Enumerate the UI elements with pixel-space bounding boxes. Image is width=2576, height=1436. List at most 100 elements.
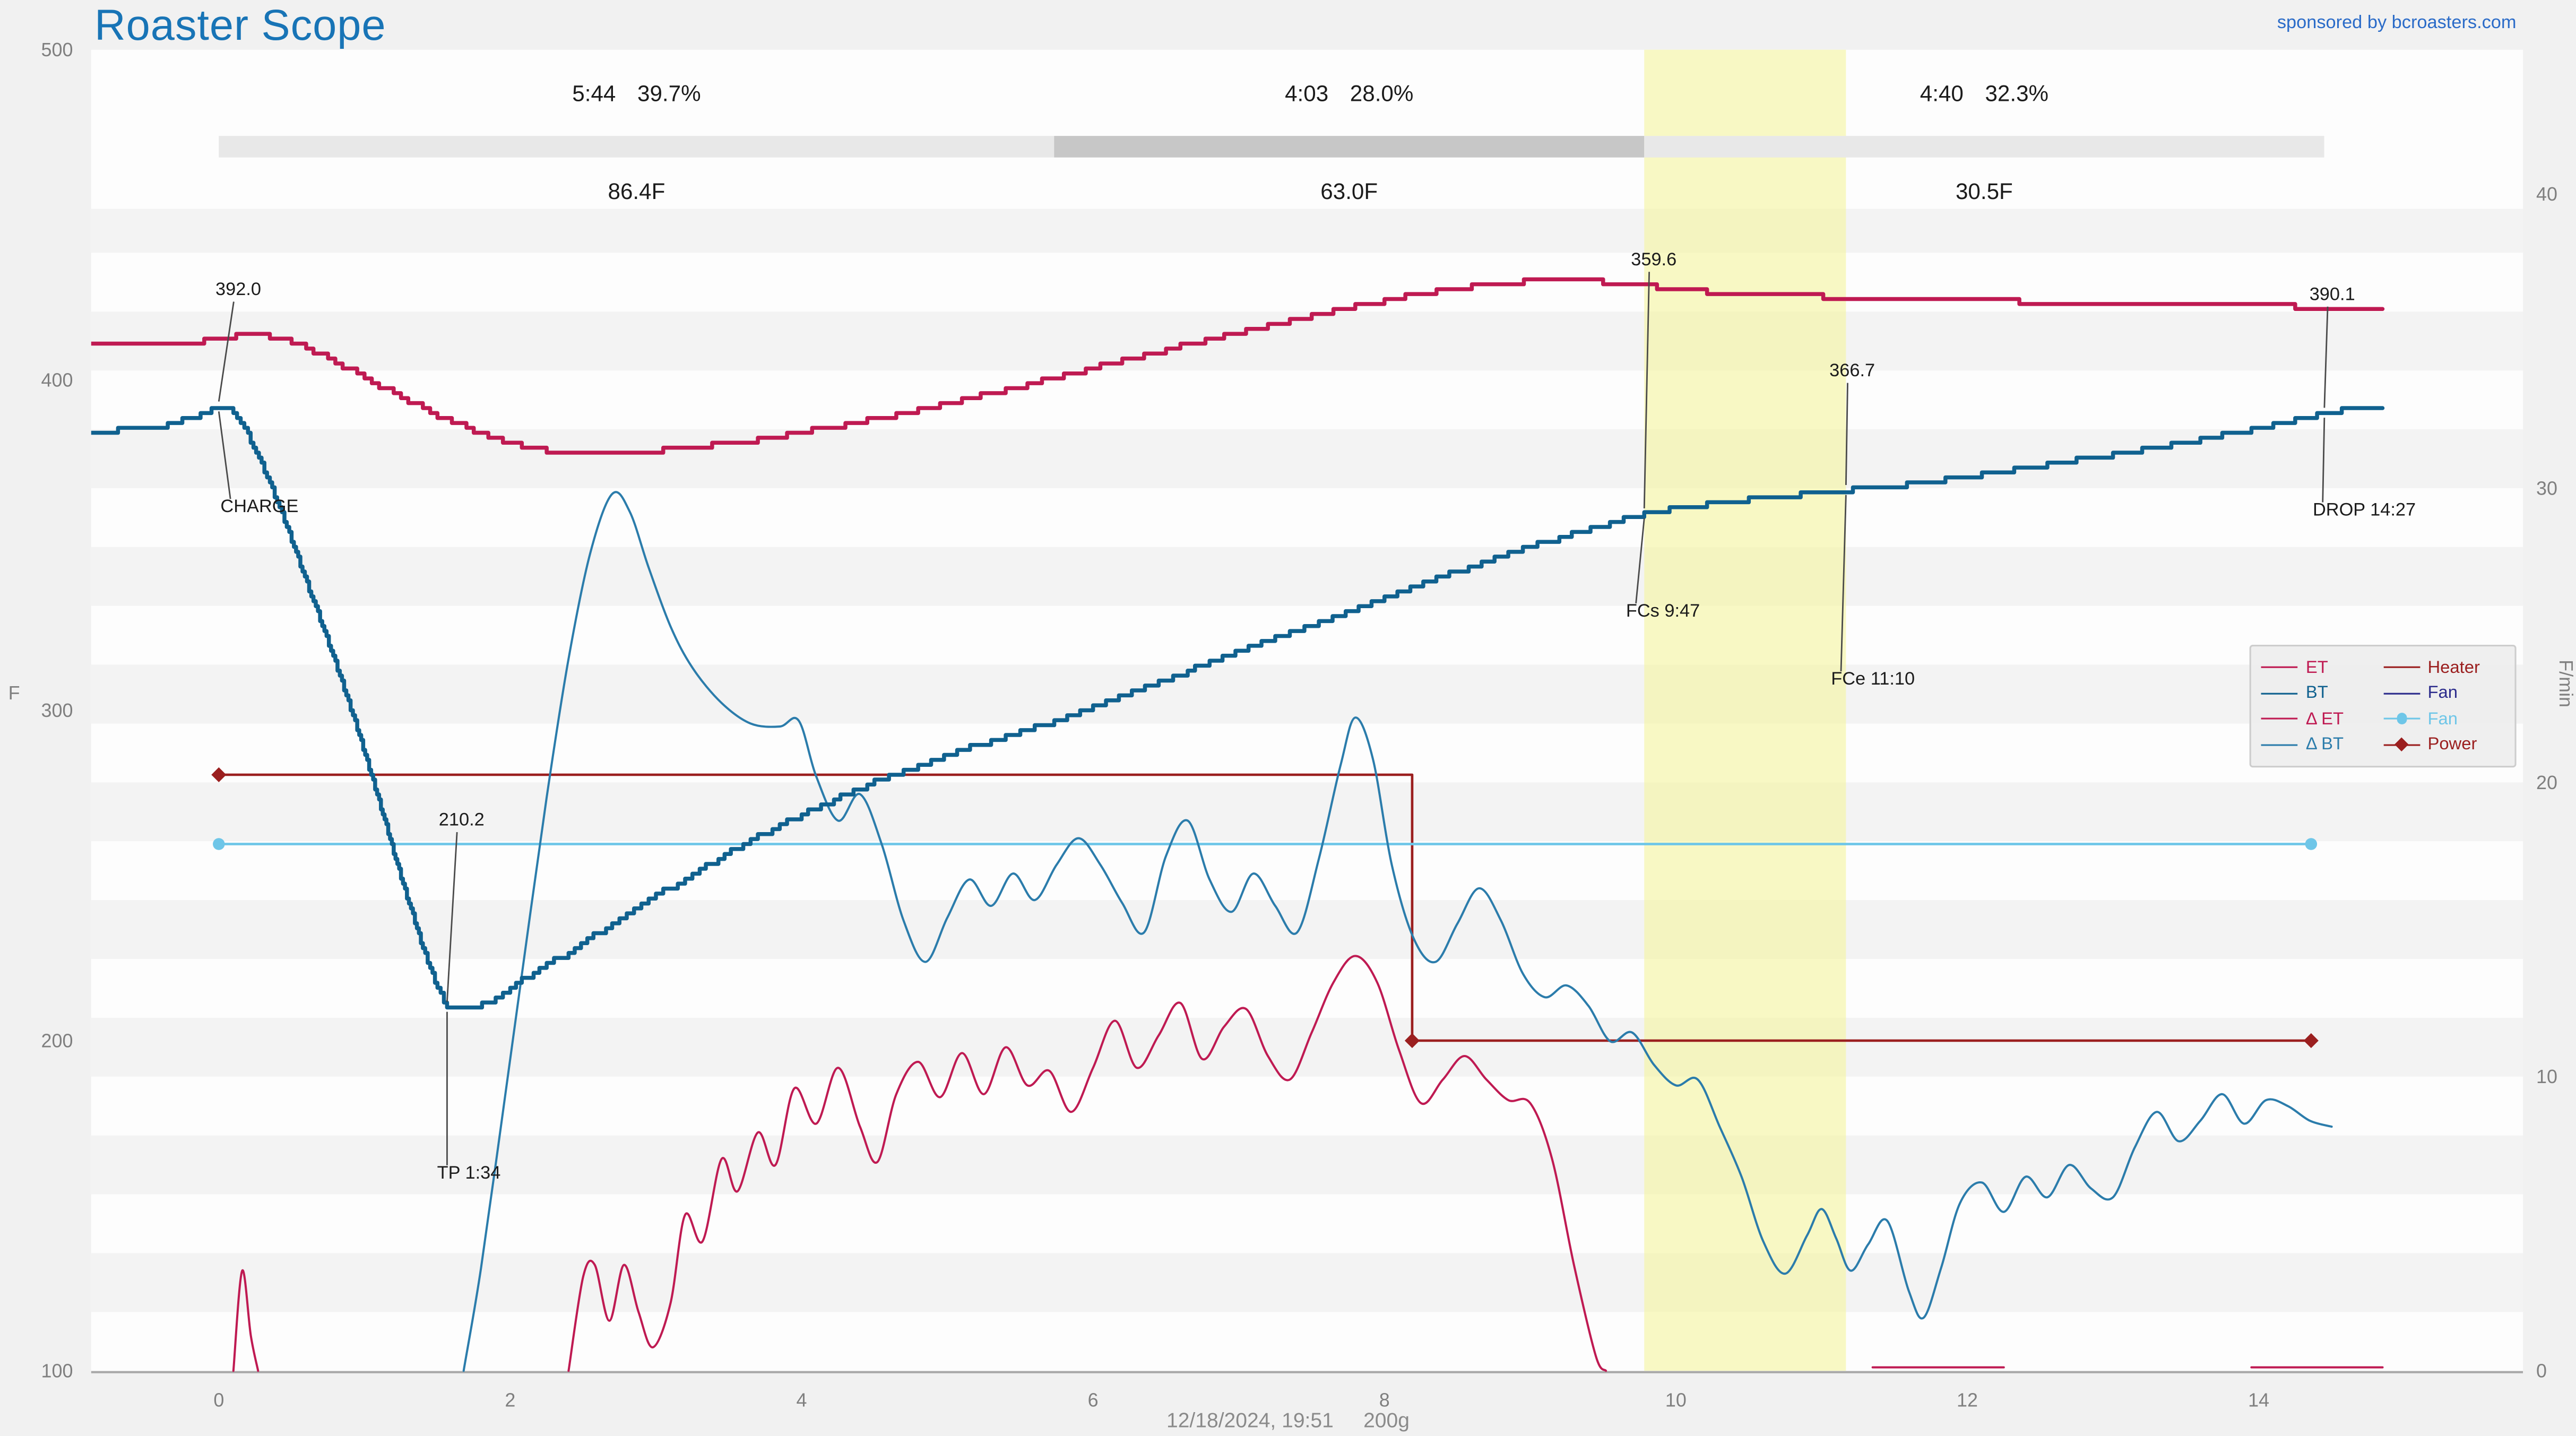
sponsor-link[interactable]: sponsored by bcroasters.com	[2277, 13, 2517, 33]
et-curve	[91, 277, 2385, 455]
legend-entry-fan: Fan	[2383, 706, 2505, 732]
legend-line-sample	[2261, 743, 2298, 746]
phase-duration: 5:44	[572, 81, 616, 106]
legend-diamond-marker-icon	[2394, 738, 2407, 751]
phase-bar-segment-0	[219, 136, 1054, 158]
background-stripe	[91, 312, 2523, 371]
phase-delta-temp-2: 30.5F	[1955, 179, 2013, 204]
annotation-connector	[1643, 272, 1650, 509]
legend-label: Fan	[2427, 683, 2458, 704]
phase-delta-temp-0: 86.4F	[608, 179, 665, 204]
background-stripe	[91, 547, 2523, 606]
legend-line-sample	[2383, 667, 2419, 669]
right-axis-tick-label: 10	[2536, 1066, 2557, 1087]
page-title: Roaster Scope	[94, 0, 386, 50]
annotation-connector	[446, 832, 458, 1002]
event-name-label: CHARGE	[220, 497, 299, 517]
annotation-connector	[1845, 383, 1848, 485]
legend-label: ET	[2305, 658, 2328, 678]
x-axis-tick-label: 0	[213, 1389, 224, 1411]
x-axis-tick-label: 10	[1665, 1389, 1687, 1411]
fan-marker	[2305, 838, 2318, 850]
x-axis-tick-label: 8	[1379, 1389, 1390, 1411]
first-crack-band	[1644, 49, 1846, 1371]
bt-curve	[91, 406, 2385, 1010]
left-axis-tick-label: 500	[41, 39, 73, 60]
legend-entry-δ-bt: Δ BT	[2261, 732, 2383, 757]
event-value-label: 366.7	[1829, 361, 1875, 382]
deltaet-curve	[567, 955, 1607, 1372]
right-axis-tick-label: 20	[2536, 772, 2557, 793]
legend-entry-et: ET	[2261, 655, 2383, 680]
event-value-label: 392.0	[215, 280, 262, 300]
background-stripe	[91, 1017, 2523, 1077]
annotation-connector	[2323, 306, 2329, 408]
annotation-connector	[2322, 418, 2326, 503]
legend-line-sample	[2383, 738, 2419, 751]
legend-entry-power: Power	[2383, 732, 2505, 757]
legend-column: Heater Fan Fan Power	[2383, 655, 2505, 758]
chart-legend: ET BT Δ ET Δ BT Heater Fan Fan Power	[2249, 645, 2517, 768]
legend-entry-δ-et: Δ ET	[2261, 706, 2383, 732]
x-axis-tick-label: 4	[797, 1389, 807, 1411]
roast-weight: 200g	[1363, 1409, 1410, 1432]
phase-duration: 4:03	[1285, 81, 1329, 106]
annotation-connector	[1840, 495, 1847, 672]
phase-bar-segment-1	[1054, 136, 1645, 158]
legend-column: ET BT Δ ET Δ BT	[2261, 655, 2383, 758]
annotation-connector	[218, 411, 231, 499]
legend-label: Δ ET	[2305, 709, 2344, 729]
legend-line-sample	[2383, 713, 2419, 724]
power-marker	[1404, 1033, 1420, 1049]
event-name-label: TP 1:34	[437, 1163, 501, 1184]
legend-line-sample	[2383, 692, 2419, 694]
deltaet-curve	[232, 1269, 260, 1372]
event-name-label: FCe 11:10	[1831, 669, 1915, 690]
event-value-label: 390.1	[2309, 285, 2355, 305]
left-axis-tick-label: 200	[41, 1030, 73, 1051]
legend-entry-fan: Fan	[2383, 680, 2505, 706]
phase-time-label-1: 4:03 28.0%	[1285, 81, 1413, 106]
legend-label: Fan	[2427, 709, 2458, 729]
left-axis-tick-label: 300	[41, 699, 73, 721]
legend-entry-heater: Heater	[2383, 655, 2505, 680]
right-axis-tick-label: 30	[2536, 477, 2557, 499]
right-axis-unit: F/min	[2554, 660, 2574, 707]
legend-line-sample	[2261, 692, 2298, 694]
phase-percent: 39.7%	[637, 81, 701, 106]
x-axis-tick-label: 2	[505, 1389, 515, 1411]
right-axis-tick-label: 0	[2536, 1360, 2547, 1382]
background-stripe	[91, 429, 2523, 488]
event-name-label: DROP 14:27	[2312, 500, 2416, 521]
x-axis-tick-label: 12	[1957, 1389, 1978, 1411]
legend-circle-marker-icon	[2396, 713, 2407, 724]
event-value-label: 210.2	[438, 810, 485, 831]
annotation-connector	[1635, 518, 1645, 604]
background-stripe	[91, 782, 2523, 842]
left-axis-unit: F	[8, 685, 20, 705]
phase-percent: 28.0%	[1350, 81, 1414, 106]
phase-delta-temp-1: 63.0F	[1320, 179, 1378, 204]
legend-line-sample	[2261, 667, 2298, 669]
phase-time-label-0: 5:44 39.7%	[572, 81, 701, 106]
fan-marker	[213, 838, 225, 850]
right-axis-tick-label: 40	[2536, 183, 2557, 205]
background-stripe	[91, 664, 2523, 724]
annotation-connector	[218, 301, 235, 402]
legend-line-sample	[2261, 718, 2298, 720]
deltabt-curve	[462, 491, 2333, 1372]
power-marker	[211, 767, 227, 783]
background-stripe	[91, 209, 2523, 253]
roast-datetime: 12/18/2024, 19:51	[1166, 1409, 1334, 1432]
roast-info: 12/18/2024, 19:51 200g	[0, 1409, 2576, 1432]
left-axis-tick-label: 400	[41, 369, 73, 391]
event-value-label: 359.6	[1631, 250, 1677, 271]
phase-time-label-2: 4:40 32.3%	[1920, 81, 2048, 106]
legend-label: Power	[2427, 734, 2477, 755]
legend-label: Heater	[2427, 658, 2480, 678]
phase-bar-segment-2	[1644, 136, 2324, 158]
legend-entry-bt: BT	[2261, 680, 2383, 706]
x-axis-tick-label: 14	[2248, 1389, 2269, 1411]
